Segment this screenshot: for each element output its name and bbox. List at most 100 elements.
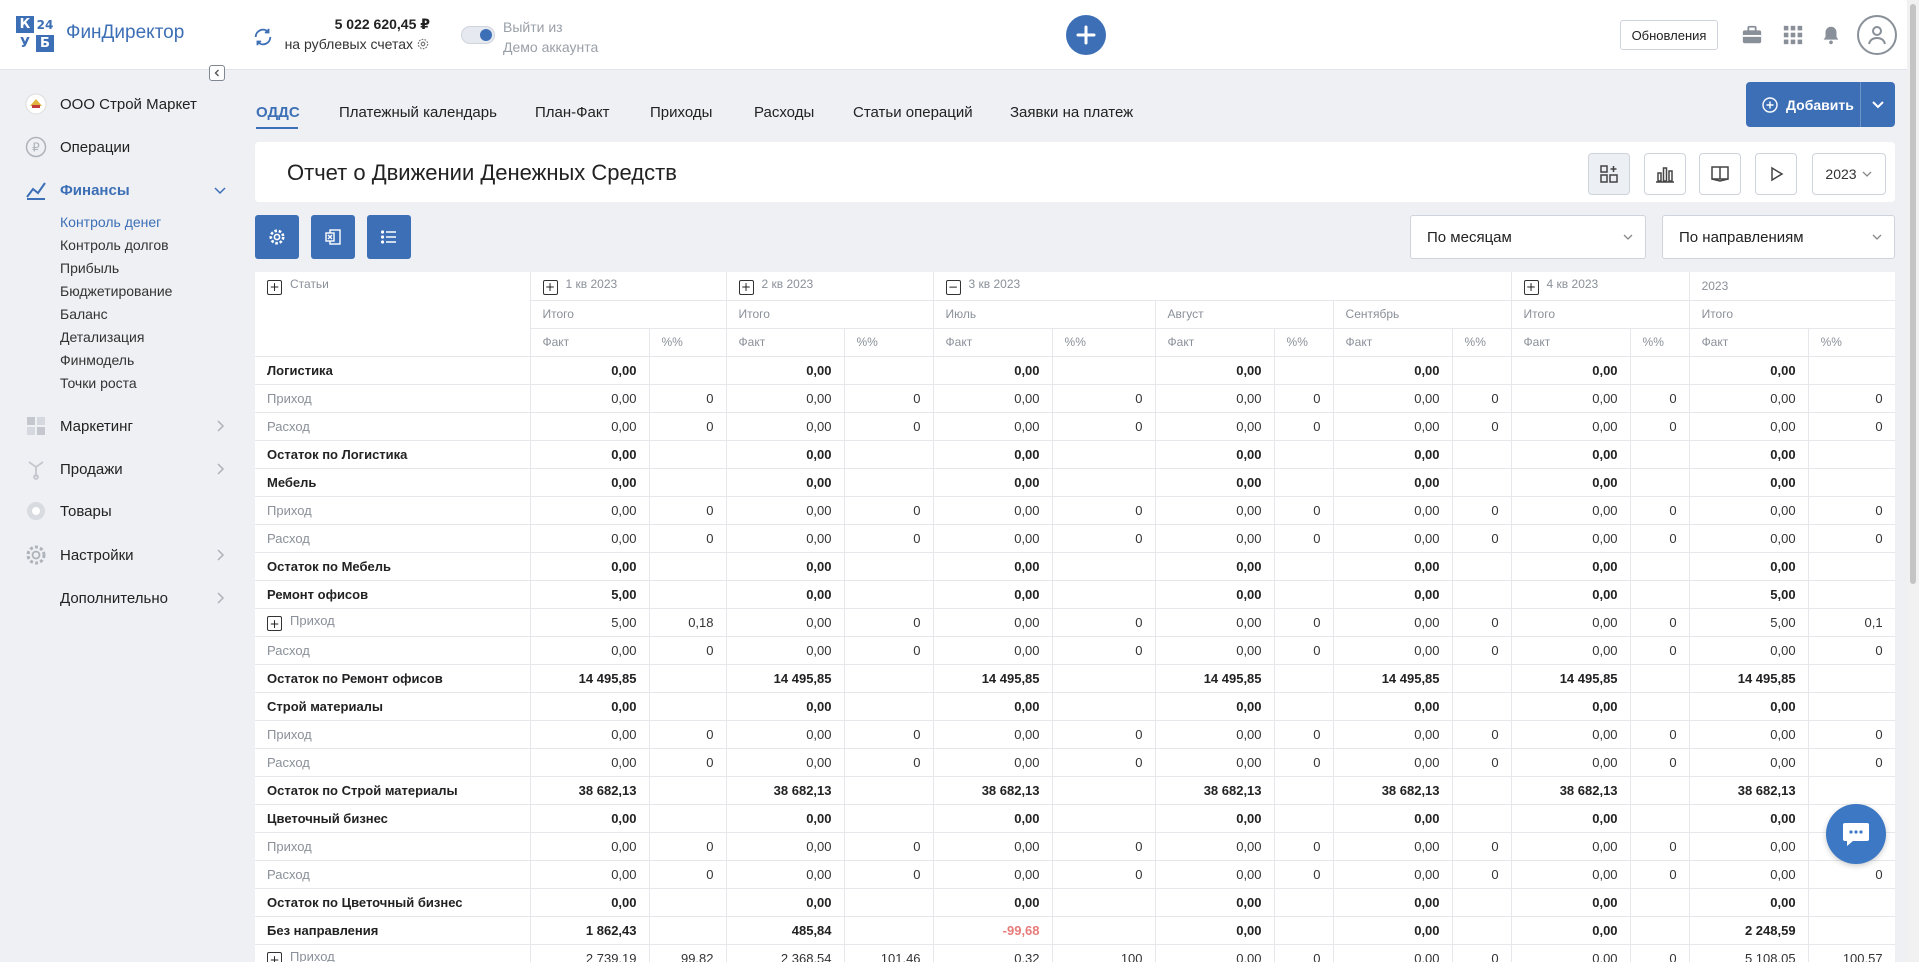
- fact-cell[interactable]: 0,00: [726, 804, 845, 833]
- percent-cell[interactable]: [649, 440, 727, 469]
- percent-cell[interactable]: [1452, 468, 1512, 497]
- fact-cell[interactable]: 0,00: [726, 496, 845, 525]
- percent-cell[interactable]: [1274, 776, 1334, 805]
- fact-cell[interactable]: 0,00: [1689, 412, 1809, 441]
- fact-cell[interactable]: 0,00: [1689, 832, 1809, 861]
- percent-cell[interactable]: 100: [1052, 944, 1156, 962]
- fact-cell[interactable]: 0,00: [530, 720, 650, 749]
- percent-cell[interactable]: [844, 664, 934, 693]
- fact-cell[interactable]: 5,00: [1689, 580, 1809, 609]
- percent-cell[interactable]: 0: [844, 748, 934, 777]
- sidebar-subitem-balance[interactable]: Баланс: [60, 306, 108, 322]
- fact-cell[interactable]: 0,00: [1689, 468, 1809, 497]
- percent-cell[interactable]: 0: [1808, 860, 1895, 889]
- fact-cell[interactable]: 0,00: [1155, 944, 1275, 962]
- fact-cell[interactable]: 0,00: [726, 384, 845, 413]
- fact-cell[interactable]: 0,00: [1511, 440, 1631, 469]
- fact-cell[interactable]: 0,00: [1333, 916, 1453, 945]
- fact-cell[interactable]: 0,00: [1333, 888, 1453, 917]
- fact-cell[interactable]: 5,00: [530, 580, 650, 609]
- fact-cell[interactable]: 0,00: [933, 888, 1053, 917]
- expand-q1-icon[interactable]: +: [542, 279, 558, 295]
- percent-cell[interactable]: 0: [1630, 720, 1690, 749]
- company-selector[interactable]: ООО Строй Маркет: [24, 92, 228, 116]
- fact-cell[interactable]: 0,00: [1511, 468, 1631, 497]
- percent-cell[interactable]: [1808, 468, 1895, 497]
- fact-cell[interactable]: 0,00: [1511, 692, 1631, 721]
- percent-cell[interactable]: 0: [649, 412, 727, 441]
- fact-cell[interactable]: 14 495,85: [1155, 664, 1275, 693]
- fact-cell[interactable]: 0,00: [1155, 636, 1275, 665]
- percent-cell[interactable]: [1808, 552, 1895, 581]
- percent-cell[interactable]: [649, 916, 727, 945]
- percent-cell[interactable]: 0: [1808, 720, 1895, 749]
- fact-cell[interactable]: 0,00: [1689, 860, 1809, 889]
- percent-cell[interactable]: 0: [844, 412, 934, 441]
- fact-cell[interactable]: 0,00: [1333, 748, 1453, 777]
- fact-cell[interactable]: 0,00: [1155, 384, 1275, 413]
- fact-cell[interactable]: 0,00: [1333, 524, 1453, 553]
- percent-cell[interactable]: 0: [1452, 720, 1512, 749]
- table-row[interactable]: Расход 0,00 0 0,00 0 0,00 0 0,00 0 0,00 0 0,00 0 0,00…: [255, 412, 1895, 441]
- fact-cell[interactable]: 0,00: [1689, 720, 1809, 749]
- percent-cell[interactable]: 0: [649, 748, 727, 777]
- tab-operation-items[interactable]: Статьи операций: [853, 104, 973, 121]
- percent-cell[interactable]: [1808, 776, 1895, 805]
- percent-cell[interactable]: 0: [649, 524, 727, 553]
- percent-cell[interactable]: [649, 664, 727, 693]
- fact-cell[interactable]: 0,00: [933, 692, 1053, 721]
- percent-cell[interactable]: [1808, 692, 1895, 721]
- collapse-q3-icon[interactable]: −: [945, 279, 961, 295]
- fact-cell[interactable]: 0,00: [726, 636, 845, 665]
- fact-cell[interactable]: 0,00: [530, 524, 650, 553]
- expand-row-icon[interactable]: +: [267, 952, 282, 962]
- percent-cell[interactable]: 0: [1052, 832, 1156, 861]
- percent-cell[interactable]: 100,57: [1808, 944, 1895, 962]
- fact-cell[interactable]: 0,00: [726, 692, 845, 721]
- table-row[interactable]: Приход 0,00 0 0,00 0 0,00 0 0,00 0 0,00 0 0,00 0 0,00…: [255, 496, 1895, 525]
- fact-cell[interactable]: 0,00: [933, 804, 1053, 833]
- fact-cell[interactable]: 0,00: [530, 440, 650, 469]
- fact-cell[interactable]: 0,00: [933, 468, 1053, 497]
- fact-cell[interactable]: 0,00: [530, 748, 650, 777]
- percent-cell[interactable]: 0: [1452, 496, 1512, 525]
- page-scrollbar[interactable]: [1907, 0, 1919, 962]
- fact-cell[interactable]: 0,00: [933, 720, 1053, 749]
- percent-cell[interactable]: 0: [649, 496, 727, 525]
- fact-cell[interactable]: 0,00: [1333, 468, 1453, 497]
- table-row[interactable]: Логистика 0,00 0,00 0,00 0,00 0,00 0,00 0,00: [255, 356, 1895, 385]
- percent-cell[interactable]: 101,46: [844, 944, 934, 962]
- percent-cell[interactable]: [1052, 440, 1156, 469]
- account-balance[interactable]: 5 022 620,45 ₽ на рублевых счетах: [280, 16, 430, 52]
- fact-cell[interactable]: 0,00: [530, 356, 650, 385]
- percent-cell[interactable]: 0: [1052, 860, 1156, 889]
- sidebar-item-goods[interactable]: Товары: [24, 499, 228, 523]
- table-row[interactable]: Остаток по Цветочный бизнес 0,00 0,00 0,00 0…: [255, 888, 1895, 917]
- percent-cell[interactable]: [844, 804, 934, 833]
- percent-cell[interactable]: 0: [1274, 748, 1334, 777]
- percent-cell[interactable]: [1452, 440, 1512, 469]
- list-view-button[interactable]: [367, 215, 411, 259]
- table-row[interactable]: Остаток по Ремонт офисов 14 495,85 14 495,…: [255, 664, 1895, 693]
- fact-cell[interactable]: 0,00: [530, 692, 650, 721]
- percent-cell[interactable]: 0: [1274, 384, 1334, 413]
- fact-cell[interactable]: 0,00: [1155, 916, 1275, 945]
- apps-grid-icon[interactable]: [1782, 24, 1804, 46]
- settings-button[interactable]: [255, 215, 299, 259]
- percent-cell[interactable]: [1274, 692, 1334, 721]
- sidebar-item-operations[interactable]: ₽ Операции: [24, 135, 228, 159]
- percent-cell[interactable]: [1052, 916, 1156, 945]
- fact-cell[interactable]: 0,00: [1333, 636, 1453, 665]
- percent-cell[interactable]: [1630, 888, 1690, 917]
- percent-cell[interactable]: 0: [649, 384, 727, 413]
- percent-cell[interactable]: [844, 356, 934, 385]
- fact-cell[interactable]: 14 495,85: [933, 664, 1053, 693]
- percent-cell[interactable]: 0: [1452, 944, 1512, 962]
- percent-cell[interactable]: [1630, 356, 1690, 385]
- percent-cell[interactable]: [1274, 664, 1334, 693]
- sidebar-item-sales[interactable]: Продажи: [24, 457, 228, 481]
- fact-cell[interactable]: 0,00: [1511, 860, 1631, 889]
- fact-cell[interactable]: 0,00: [1155, 356, 1275, 385]
- fact-cell[interactable]: 38 682,13: [1155, 776, 1275, 805]
- percent-cell[interactable]: 0: [1052, 720, 1156, 749]
